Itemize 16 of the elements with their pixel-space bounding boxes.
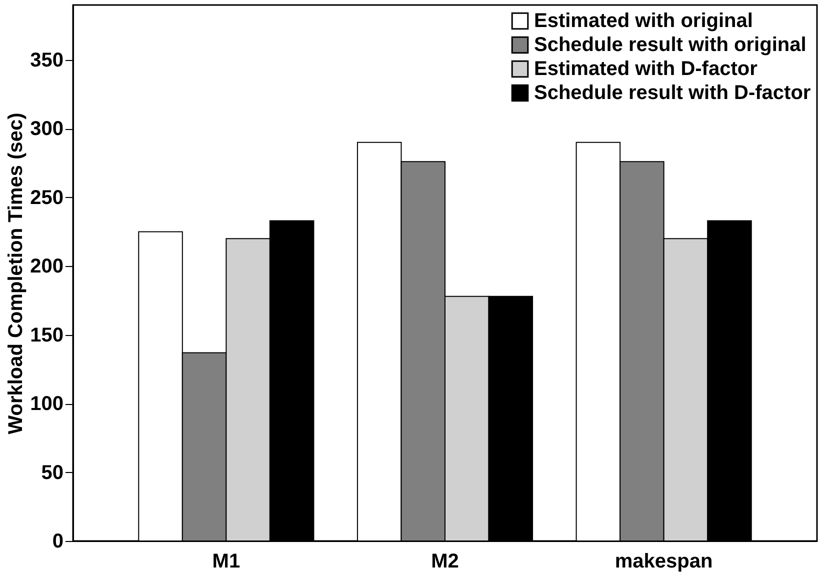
y-tick-label: 0 xyxy=(52,530,64,552)
x-tick-label: M2 xyxy=(431,550,459,572)
y-tick-label: 300 xyxy=(30,118,64,140)
y-tick-label: 200 xyxy=(30,256,64,278)
y-tick-label: 150 xyxy=(30,324,64,346)
legend-label: Schedule result with D-factor xyxy=(534,82,811,104)
y-tick-label: 350 xyxy=(30,49,64,72)
y-tick-label: 250 xyxy=(30,186,64,209)
x-tick-label: M1 xyxy=(212,550,240,572)
legend-label: Estimated with D-factor xyxy=(534,58,758,80)
y-tick-label: 100 xyxy=(30,393,64,416)
x-tick-label: makespan xyxy=(614,550,713,572)
legend-label: Estimated with original xyxy=(534,10,753,32)
y-tick-label: 50 xyxy=(41,462,64,484)
legend-label: Schedule result with original xyxy=(534,34,806,56)
y-axis-title: Workload Completion Times (sec) xyxy=(5,112,28,434)
